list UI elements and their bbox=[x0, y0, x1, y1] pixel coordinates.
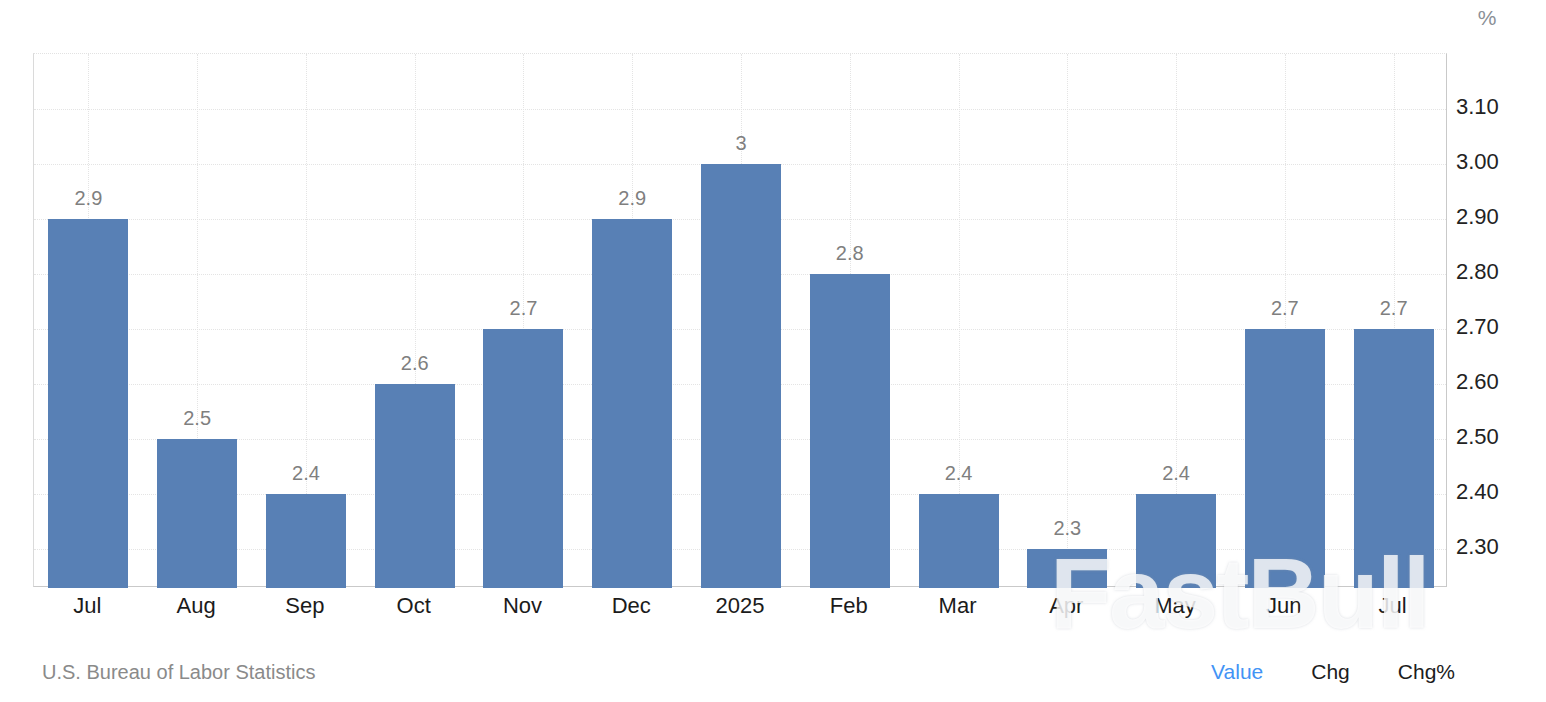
x-axis-tick-label: Mar bbox=[898, 593, 1018, 619]
series-mode-switcher: Value Chg Chg% bbox=[1211, 658, 1455, 686]
x-axis-tick-label: Nov bbox=[462, 593, 582, 619]
bar-value-label: 2.3 bbox=[1013, 516, 1121, 540]
bar-value-label: 2.7 bbox=[1340, 296, 1448, 320]
bar-value-label: 2.7 bbox=[1231, 296, 1339, 320]
x-axis-tick-label: Jun bbox=[1224, 593, 1344, 619]
bar-8-mar[interactable] bbox=[919, 494, 999, 588]
x-axis-tick-label: Dec bbox=[571, 593, 691, 619]
y-axis-tick-label: 2.30 bbox=[1456, 534, 1526, 560]
bar-1-aug[interactable] bbox=[157, 439, 237, 588]
footer-link-chg-pct[interactable]: Chg% bbox=[1398, 658, 1455, 686]
bar-11-jun[interactable] bbox=[1245, 329, 1325, 588]
x-axis-tick-label: Aug bbox=[136, 593, 256, 619]
bar-10-may[interactable] bbox=[1136, 494, 1216, 588]
bar-value-label: 3 bbox=[687, 131, 795, 155]
bar-12-jul[interactable] bbox=[1354, 329, 1434, 588]
bar-value-label: 2.5 bbox=[143, 406, 251, 430]
y-axis-tick-label: 2.90 bbox=[1456, 204, 1526, 230]
x-axis-tick-label: Jul bbox=[1333, 593, 1453, 619]
x-axis-tick-label: Apr bbox=[1006, 593, 1126, 619]
chart-canvas: % 2.92.52.42.62.72.932.82.42.32.42.72.7 … bbox=[0, 0, 1546, 702]
y-axis-tick-label: 3.00 bbox=[1456, 149, 1526, 175]
grid-line-h bbox=[34, 109, 1446, 110]
bar-value-label: 2.9 bbox=[34, 186, 142, 210]
data-source-label: U.S. Bureau of Labor Statistics bbox=[42, 658, 315, 686]
y-axis-tick-label: 2.80 bbox=[1456, 259, 1526, 285]
bar-2-sep[interactable] bbox=[266, 494, 346, 588]
bar-value-label: 2.4 bbox=[252, 461, 360, 485]
bar-4-nov[interactable] bbox=[483, 329, 563, 588]
grid-line-v bbox=[1067, 54, 1068, 586]
bar-0-jul[interactable] bbox=[48, 219, 128, 588]
footer-link-chg[interactable]: Chg bbox=[1311, 658, 1350, 686]
bar-value-label: 2.4 bbox=[1122, 461, 1230, 485]
x-axis-tick-label: Sep bbox=[245, 593, 365, 619]
x-axis-tick-label: Jul bbox=[27, 593, 147, 619]
y-axis-tick-label: 2.50 bbox=[1456, 424, 1526, 450]
bar-value-label: 2.8 bbox=[796, 241, 904, 265]
footer-link-value[interactable]: Value bbox=[1211, 658, 1263, 686]
y-axis-tick-label: 2.70 bbox=[1456, 314, 1526, 340]
bar-5-dec[interactable] bbox=[592, 219, 672, 588]
bar-value-label: 2.6 bbox=[361, 351, 469, 375]
plot-area: 2.92.52.42.62.72.932.82.42.32.42.72.7 bbox=[33, 53, 1447, 587]
bar-value-label: 2.4 bbox=[905, 461, 1013, 485]
y-axis-tick-label: 2.60 bbox=[1456, 369, 1526, 395]
bar-value-label: 2.9 bbox=[578, 186, 686, 210]
bar-7-feb[interactable] bbox=[810, 274, 890, 588]
x-axis-tick-label: Oct bbox=[354, 593, 474, 619]
bar-value-label: 2.7 bbox=[469, 296, 577, 320]
x-axis-tick-label: May bbox=[1115, 593, 1235, 619]
x-axis-tick-label: 2025 bbox=[680, 593, 800, 619]
y-axis-tick-label: 3.10 bbox=[1456, 94, 1526, 120]
y-axis-tick-label: 2.40 bbox=[1456, 479, 1526, 505]
footer-bar: U.S. Bureau of Labor Statistics Value Chg… bbox=[0, 658, 1546, 686]
bar-6-2025[interactable] bbox=[701, 164, 781, 588]
x-axis-tick-label: Feb bbox=[789, 593, 909, 619]
bar-9-apr[interactable] bbox=[1027, 549, 1107, 588]
bar-3-oct[interactable] bbox=[375, 384, 455, 588]
y-axis-unit-label: % bbox=[1462, 6, 1512, 30]
